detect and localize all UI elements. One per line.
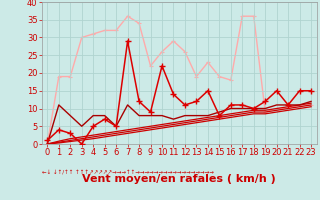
Text: ←↓ ↓↑/↑↑ ↑↑↑↗↗↗↗↗→→→↑↑→→→→→→→→→→→→→→→→→: ←↓ ↓↑/↑↑ ↑↑↑↗↗↗↗↗→→→↑↑→→→→→→→→→→→→→→→→→ — [42, 170, 213, 175]
X-axis label: Vent moyen/en rafales ( km/h ): Vent moyen/en rafales ( km/h ) — [82, 174, 276, 184]
